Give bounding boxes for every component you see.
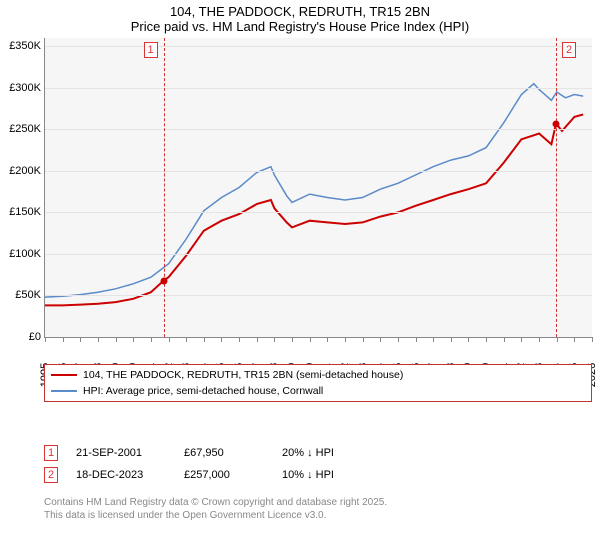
transaction-pct: 20% ↓ HPI [282, 447, 402, 459]
legend-row: HPI: Average price, semi-detached house,… [51, 383, 585, 399]
y-axis-label: £150K [1, 206, 41, 218]
plot-area: £0£50K£100K£150K£200K£250K£300K£350K1995… [44, 38, 592, 338]
marker-dot [553, 120, 560, 127]
marker-box: 1 [144, 42, 158, 58]
legend-row: 104, THE PADDOCK, REDRUTH, TR15 2BN (sem… [51, 367, 585, 383]
transaction-price: £67,950 [184, 447, 264, 459]
legend-swatch [51, 390, 77, 392]
series-property [45, 114, 583, 305]
copyright-line1: Contains HM Land Registry data © Crown c… [44, 496, 592, 509]
y-axis-label: £300K [1, 82, 41, 94]
y-axis-label: £350K [1, 40, 41, 52]
legend-label: 104, THE PADDOCK, REDRUTH, TR15 2BN (sem… [83, 369, 403, 381]
line-layer [45, 38, 592, 337]
transaction-pct: 10% ↓ HPI [282, 469, 402, 481]
series-hpi [45, 84, 583, 297]
legend-swatch [51, 374, 77, 376]
transaction-row: 2 18-DEC-2023 £257,000 10% ↓ HPI [44, 464, 592, 486]
transaction-date: 21-SEP-2001 [76, 447, 166, 459]
y-axis-label: £200K [1, 165, 41, 177]
chart: £0£50K£100K£150K£200K£250K£300K£350K1995… [0, 38, 600, 398]
y-axis-label: £250K [1, 123, 41, 135]
y-axis-label: £100K [1, 248, 41, 260]
marker-dot [160, 277, 167, 284]
transaction-date: 18-DEC-2023 [76, 469, 166, 481]
transaction-marker: 1 [44, 445, 58, 461]
y-axis-label: £50K [1, 289, 41, 301]
chart-title-line2: Price paid vs. HM Land Registry's House … [0, 19, 600, 34]
copyright: Contains HM Land Registry data © Crown c… [44, 496, 592, 522]
marker-line [556, 38, 557, 337]
marker-box: 2 [562, 42, 576, 58]
legend: 104, THE PADDOCK, REDRUTH, TR15 2BN (sem… [44, 364, 592, 402]
transaction-price: £257,000 [184, 469, 264, 481]
legend-label: HPI: Average price, semi-detached house,… [83, 385, 323, 397]
copyright-line2: This data is licensed under the Open Gov… [44, 509, 592, 522]
chart-title-line1: 104, THE PADDOCK, REDRUTH, TR15 2BN [0, 4, 600, 19]
transaction-marker: 2 [44, 467, 58, 483]
transaction-row: 1 21-SEP-2001 £67,950 20% ↓ HPI [44, 442, 592, 464]
transactions-table: 1 21-SEP-2001 £67,950 20% ↓ HPI 2 18-DEC… [44, 442, 592, 486]
marker-line [164, 38, 165, 337]
y-axis-label: £0 [1, 331, 41, 343]
